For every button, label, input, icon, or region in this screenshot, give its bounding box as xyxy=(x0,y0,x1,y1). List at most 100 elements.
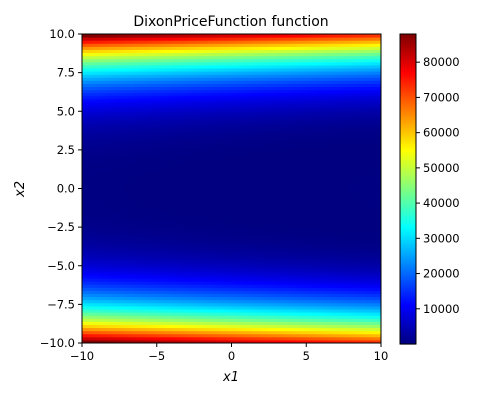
heatmap-cell xyxy=(351,309,355,313)
heatmap-cell xyxy=(129,312,134,316)
heatmap-cell xyxy=(129,250,134,254)
heatmap-cell xyxy=(246,194,250,199)
heatmap-cell xyxy=(144,336,149,341)
heatmap-cell xyxy=(198,247,203,251)
heatmap-cell xyxy=(213,321,218,325)
heatmap-cell xyxy=(276,247,280,251)
heatmap-cell xyxy=(141,231,146,236)
heatmap-cell xyxy=(219,321,224,325)
heatmap-cell xyxy=(348,278,352,282)
heatmap-cell xyxy=(282,194,286,199)
heatmap-cell xyxy=(99,244,104,248)
heatmap-cell xyxy=(132,302,137,307)
heatmap-cell xyxy=(258,188,262,193)
heatmap-cell xyxy=(327,296,331,301)
heatmap-cell xyxy=(321,287,325,291)
heatmap-cell xyxy=(159,259,164,264)
heatmap-cell xyxy=(354,197,358,202)
heatmap-cell xyxy=(354,271,358,276)
heatmap-cell xyxy=(237,324,241,329)
heatmap-cell xyxy=(195,256,200,261)
heatmap-cell xyxy=(120,284,125,288)
heatmap-cell xyxy=(153,271,158,276)
heatmap-cell xyxy=(195,330,200,335)
heatmap-cell xyxy=(312,225,316,230)
heatmap-cell xyxy=(375,281,379,285)
heatmap-cell xyxy=(102,318,107,322)
heatmap-cell xyxy=(279,339,283,344)
heatmap-cell xyxy=(258,339,262,344)
heatmap-cell xyxy=(324,194,328,199)
heatmap-cell xyxy=(222,219,227,223)
heatmap-cell xyxy=(144,293,149,298)
heatmap-cell xyxy=(369,309,373,313)
heatmap-cell xyxy=(357,210,361,214)
heatmap-cell xyxy=(372,293,376,298)
heatmap-cell xyxy=(222,318,227,322)
heatmap-cell xyxy=(228,219,232,223)
heatmap-cell xyxy=(315,268,319,273)
heatmap-cell xyxy=(129,268,134,273)
heatmap-cell xyxy=(282,256,286,261)
heatmap-cell xyxy=(156,191,161,196)
heatmap-cell xyxy=(93,225,98,230)
heatmap-cell xyxy=(225,231,230,236)
heatmap-cell xyxy=(195,216,200,220)
heatmap-cell xyxy=(213,293,218,298)
heatmap-cell xyxy=(306,244,310,248)
heatmap-cell xyxy=(99,296,104,301)
heatmap-cell xyxy=(264,191,268,196)
heatmap-cell xyxy=(297,315,301,319)
heatmap-cell xyxy=(315,275,319,279)
heatmap-cell xyxy=(360,216,364,220)
heatmap-cell xyxy=(162,315,167,319)
heatmap-cell xyxy=(333,203,337,208)
heatmap-cell xyxy=(369,225,373,230)
heatmap-cell xyxy=(267,281,271,285)
heatmap-cell xyxy=(153,234,158,239)
heatmap-cell xyxy=(183,330,188,335)
heatmap-cell xyxy=(303,324,307,329)
heatmap-cell xyxy=(276,305,280,310)
heatmap-cell xyxy=(156,197,161,202)
heatmap-cell xyxy=(306,278,310,282)
heatmap-cell xyxy=(267,299,271,304)
heatmap-cell xyxy=(150,241,155,245)
heatmap-cell xyxy=(195,225,200,230)
heatmap-cell xyxy=(171,296,176,301)
heatmap-cell xyxy=(249,241,253,245)
heatmap-cell xyxy=(330,241,334,245)
heatmap-cell xyxy=(312,318,316,322)
heatmap-cell xyxy=(82,259,86,264)
heatmap-cell xyxy=(93,234,98,239)
heatmap-cell xyxy=(132,216,137,220)
heatmap-cell xyxy=(369,247,373,251)
heatmap-cell xyxy=(249,219,253,223)
heatmap-cell xyxy=(342,315,346,319)
heatmap-cell xyxy=(234,309,238,313)
heatmap-cell xyxy=(276,188,280,193)
heatmap-cell xyxy=(195,244,200,248)
heatmap-cell xyxy=(93,203,98,208)
heatmap-cell xyxy=(294,318,298,322)
heatmap-cell xyxy=(213,237,218,242)
heatmap-cell xyxy=(288,284,292,288)
heatmap-cell xyxy=(165,200,170,205)
heatmap-cell xyxy=(126,284,131,288)
heatmap-cell xyxy=(291,200,295,205)
heatmap-cell xyxy=(249,262,253,267)
heatmap-cell xyxy=(84,330,89,335)
heatmap-cell xyxy=(303,302,307,307)
heatmap-cell xyxy=(249,213,253,217)
heatmap-cell xyxy=(222,213,227,217)
heatmap-cell xyxy=(228,284,232,288)
heatmap-cell xyxy=(225,237,230,242)
heatmap-cell xyxy=(315,200,319,205)
heatmap-cell xyxy=(261,287,265,291)
heatmap-cell xyxy=(363,268,367,273)
heatmap-cell xyxy=(228,241,232,245)
heatmap-cell xyxy=(82,318,86,322)
heatmap-cell xyxy=(279,253,283,257)
heatmap-cell xyxy=(312,231,316,236)
